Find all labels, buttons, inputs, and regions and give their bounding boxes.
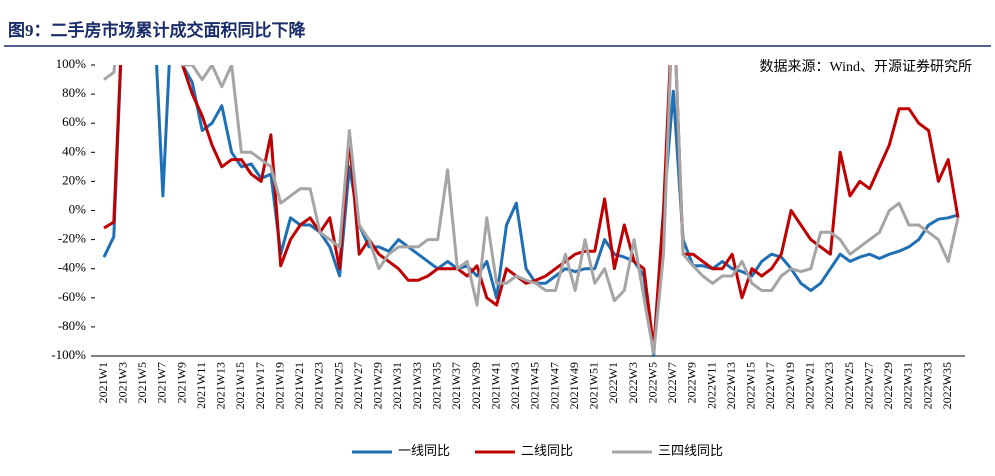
x-tick-label: 2021W39: [469, 362, 483, 409]
y-tick-label: -20%: [58, 231, 86, 246]
x-tick-label: 2022W25: [842, 362, 856, 409]
x-tick-label: 2021W37: [449, 362, 463, 409]
x-tick-label: 2021W47: [547, 362, 561, 409]
y-tick-label: -100%: [51, 347, 86, 362]
series-line: [103, 65, 960, 355]
x-tick-label: 2022W27: [861, 362, 875, 409]
x-tick-label: 2022W35: [940, 362, 954, 409]
chart-title: 图9：二手房市场累计成交面积同比下降: [8, 20, 306, 40]
y-tick-label: 80%: [62, 85, 86, 100]
x-tick-label: 2022W9: [685, 362, 699, 403]
x-tick-label: 2022W31: [901, 362, 915, 409]
x-tick-label: 2022W29: [881, 362, 895, 409]
x-tick-label: 2021W7: [155, 362, 169, 403]
x-tick-label: 2021W49: [567, 362, 581, 409]
x-tick-label: 2021W19: [272, 362, 286, 409]
x-tick-label: 2021W33: [410, 362, 424, 409]
x-tick-label: 2021W9: [174, 362, 188, 403]
x-tick-label: 2022W17: [763, 362, 777, 409]
legend-label: 一线同比: [398, 443, 450, 458]
y-tick-label: -60%: [58, 289, 86, 304]
series-line: [103, 65, 960, 351]
x-tick-label: 2022W13: [724, 362, 738, 409]
plot: [102, 65, 960, 357]
x-tick-label: 2021W27: [351, 362, 365, 409]
y-tick-label: -80%: [58, 318, 86, 333]
x-tick-label: 2022W1: [606, 362, 620, 403]
x-tick-label: 2021W17: [253, 362, 267, 409]
x-tick-label: 2021W41: [488, 362, 502, 409]
y-tick-label: 60%: [62, 114, 86, 129]
x-tick-label: 2021W51: [587, 362, 601, 409]
y-tick-label: -40%: [58, 260, 86, 275]
x-tick-label: 2022W21: [803, 362, 817, 409]
x-tick-label: 2022W19: [783, 362, 797, 409]
x-tick-label: 2022W5: [645, 362, 659, 403]
x-tick-label: 2021W43: [508, 362, 522, 409]
x-tick-label: 2022W7: [665, 362, 679, 403]
annotation: 数据来源：Wind、开源证券研究所: [759, 59, 972, 75]
x-tick-label: 2022W3: [626, 362, 640, 403]
x-tick-label: 2021W5: [135, 362, 149, 403]
x-tick-label: 2022W33: [920, 362, 934, 409]
legend-label: 二线同比: [521, 443, 573, 458]
x-tick-label: 2022W11: [704, 362, 718, 409]
x-tick-label: 2021W31: [390, 362, 404, 409]
y-tick-label: 20%: [62, 172, 86, 187]
x-tick-label: 2021W35: [429, 362, 443, 409]
x-tick-label: 2021W3: [115, 362, 129, 403]
x-tick-label: 2021W45: [528, 362, 542, 409]
x-tick-label: 2021W23: [312, 362, 326, 409]
y-tick-label: 0%: [69, 201, 87, 216]
x-tick-label: 2021W13: [214, 362, 228, 409]
legend-label: 三四线同比: [658, 443, 723, 458]
series-line: [102, 65, 959, 357]
x-tick-label: 2021W1: [96, 362, 110, 403]
x-tick-label: 2022W15: [744, 362, 758, 409]
y-tick-label: 100%: [56, 56, 87, 71]
x-tick-label: 2021W21: [292, 362, 306, 409]
x-tick-label: 2022W23: [822, 362, 836, 409]
y-tick-label: 40%: [62, 143, 86, 158]
x-tick-label: 2021W25: [331, 362, 345, 409]
x-tick-label: 2021W11: [194, 362, 208, 409]
x-tick-label: 2021W15: [233, 362, 247, 409]
x-tick-label: 2021W29: [371, 362, 385, 409]
